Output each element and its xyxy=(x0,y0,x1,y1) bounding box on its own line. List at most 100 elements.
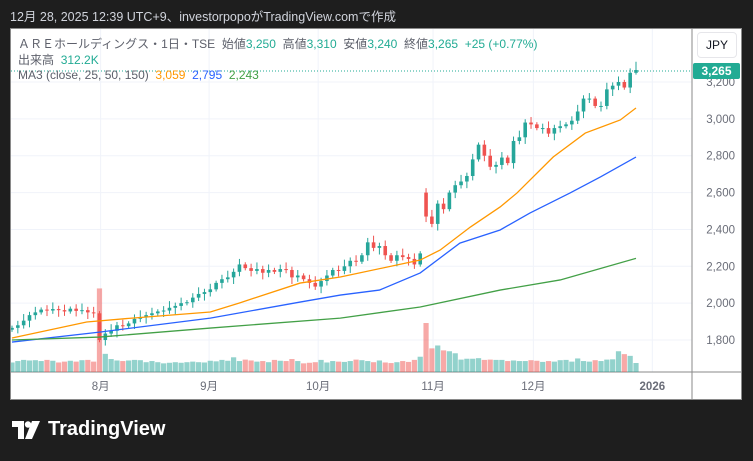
candle-body xyxy=(313,282,318,287)
ma150-line xyxy=(11,257,637,341)
x-tick-label: 11月 xyxy=(421,381,444,393)
volume-bar xyxy=(493,359,499,372)
volume-bar xyxy=(126,360,132,372)
volume-bar xyxy=(528,360,534,372)
volume-bar xyxy=(335,361,342,372)
volume-bar xyxy=(598,361,604,372)
volume-bar xyxy=(615,351,622,372)
candle-body xyxy=(558,126,562,129)
currency-button[interactable]: JPY xyxy=(697,32,737,58)
volume-bar xyxy=(85,359,91,372)
volume-bar xyxy=(545,361,552,372)
volume-bar xyxy=(324,362,330,372)
candle-body xyxy=(348,260,353,267)
candle-body xyxy=(447,192,452,210)
candle-body xyxy=(173,305,178,308)
volume-bar xyxy=(563,359,569,372)
candle-body xyxy=(97,313,102,341)
volume-bar xyxy=(190,361,196,372)
candle-body xyxy=(570,120,574,125)
candle-body xyxy=(33,312,38,316)
volume-bar xyxy=(353,359,359,372)
candle-body xyxy=(11,327,14,330)
candle-body xyxy=(330,269,335,276)
candle-body xyxy=(167,307,172,311)
volume-bar xyxy=(505,361,511,372)
volume-bar xyxy=(411,359,417,372)
volume-bar xyxy=(79,360,85,372)
candle-body xyxy=(517,137,522,141)
candle-body xyxy=(459,181,463,186)
candle-body xyxy=(179,303,183,306)
volume-bar xyxy=(382,362,388,372)
candle-body xyxy=(237,264,242,272)
volume-bar xyxy=(131,359,138,372)
volume-bar xyxy=(610,359,616,372)
volume-bar xyxy=(254,361,260,372)
candle-body xyxy=(325,275,329,282)
volume-bar xyxy=(400,361,406,372)
y-tick-label: 3,000 xyxy=(706,114,735,126)
candle-body xyxy=(272,269,277,272)
volume-bar xyxy=(178,362,184,372)
volume-bar xyxy=(394,362,400,372)
candle-body xyxy=(546,128,551,134)
y-tick-label: 3,200 xyxy=(706,77,735,89)
tradingview-logo[interactable]: TradingView xyxy=(12,418,165,441)
volume-bar xyxy=(67,360,73,372)
candle-body xyxy=(500,157,504,165)
volume-bar xyxy=(300,363,307,372)
volume-bar xyxy=(201,362,208,372)
volume-bar xyxy=(265,362,272,372)
candle-body xyxy=(91,312,96,314)
brand-name: TradingView xyxy=(48,418,166,440)
candle-body xyxy=(74,308,78,311)
candle-body xyxy=(540,128,545,130)
candle-body xyxy=(511,140,516,164)
volume-bar xyxy=(627,355,633,372)
volume-bar xyxy=(452,353,458,372)
volume-bar xyxy=(405,361,412,372)
ma150-value: 2,243 xyxy=(228,68,259,82)
candle-body xyxy=(389,255,393,261)
volume-bar xyxy=(475,358,482,372)
volume-bar xyxy=(56,362,62,372)
volume-label: 出来高 xyxy=(18,53,55,67)
volume-bar xyxy=(213,361,219,372)
volume-bar xyxy=(388,363,394,372)
candle-body xyxy=(505,157,510,164)
candle-body xyxy=(214,282,218,290)
candle-body xyxy=(599,105,603,107)
low-value: 3,240 xyxy=(367,37,398,51)
open-value: 3,250 xyxy=(245,37,276,51)
volume-bar xyxy=(295,361,301,372)
symbol-name: ＡＲＥホールディングス・1日・TSE xyxy=(18,37,216,51)
volume-bar xyxy=(120,361,126,372)
volume-bar xyxy=(557,360,563,372)
volume-bar xyxy=(446,351,452,372)
volume-bar xyxy=(481,359,487,372)
ma-label: MA3 (close, 25, 50, 150) xyxy=(18,68,149,82)
volume-bar xyxy=(73,361,79,372)
y-tick-label: 2,200 xyxy=(706,261,735,273)
candle-body xyxy=(266,269,271,273)
candle-body xyxy=(68,308,73,312)
volume-bar xyxy=(569,361,575,372)
volume-bar xyxy=(166,362,173,372)
candle-body xyxy=(255,269,259,271)
candle-body xyxy=(144,315,148,317)
volume-bar xyxy=(470,358,476,372)
volume-bar xyxy=(219,359,225,372)
symbol-legend: ＡＲＥホールディングス・1日・TSE 始値3,250 高値3,310 安値3,2… xyxy=(18,35,537,52)
volume-bar xyxy=(155,362,161,372)
volume-bar xyxy=(540,361,546,372)
volume-bar xyxy=(11,362,15,372)
volume-bar xyxy=(440,350,447,372)
candle-body xyxy=(155,311,160,314)
candle-body xyxy=(593,98,597,106)
volume-bar xyxy=(359,360,365,372)
candle-body xyxy=(605,89,609,106)
tradingview-logo-icon xyxy=(12,420,40,439)
volume-bar xyxy=(417,356,423,372)
